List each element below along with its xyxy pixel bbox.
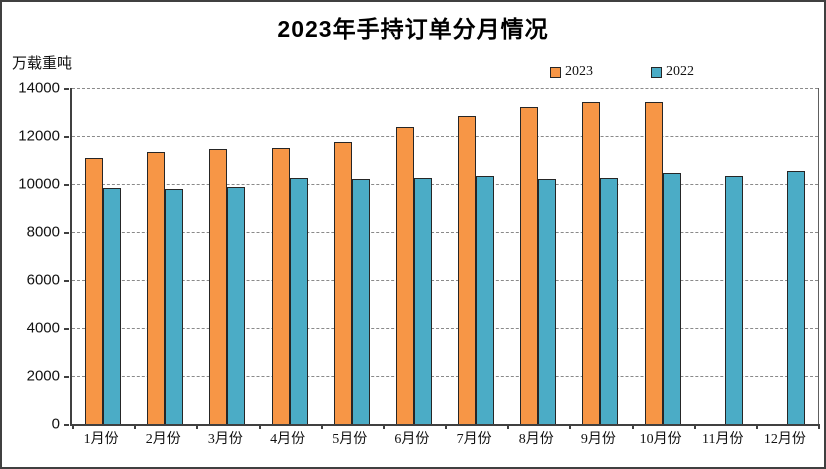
bar-2022-7月份 — [476, 176, 495, 424]
bar-2022-2月份 — [165, 189, 184, 424]
bar-2022-10月份 — [662, 173, 681, 424]
y-tick-mark-6000 — [64, 280, 69, 282]
plot-area — [70, 88, 820, 429]
x-tick-mark-12 — [818, 424, 820, 429]
bar-2023-9月份 — [582, 101, 601, 424]
x-tick-mark-9 — [631, 424, 634, 429]
y-tick-label-6000: 6000 — [26, 271, 60, 289]
legend-label-2023: 2023 — [565, 64, 593, 79]
gridline-6000 — [72, 280, 818, 281]
y-tick-label-10000: 10000 — [18, 175, 60, 193]
legend-swatch-2022 — [651, 66, 662, 78]
y-tick-mark-14000 — [64, 88, 69, 90]
bar-2022-12月份 — [786, 170, 805, 424]
gridline-12000 — [72, 136, 818, 137]
bar-2022-11月份 — [724, 175, 743, 424]
y-tick-mark-0 — [64, 424, 69, 426]
x-tick-label-10: 10月份 — [639, 432, 682, 447]
x-tick-mark-11 — [755, 424, 758, 429]
bar-2022-8月份 — [538, 178, 557, 424]
x-tick-label-8: 8月份 — [518, 432, 554, 447]
bar-2023-2月份 — [147, 151, 166, 424]
x-tick-label-6: 6月份 — [394, 432, 430, 447]
x-tick-mark-8 — [569, 424, 572, 429]
legend-item-2022: 2022 — [651, 64, 694, 80]
x-tick-mark-7 — [507, 424, 510, 429]
gridline-10000 — [72, 184, 818, 185]
y-axis-unit-label: 万载重吨 — [12, 55, 73, 72]
x-tick-mark-6 — [445, 424, 447, 429]
y-tick-mark-10000 — [64, 184, 69, 186]
x-tick-mark-3 — [258, 424, 261, 429]
y-tick-label-2000: 2000 — [26, 367, 60, 385]
bar-2022-3月份 — [227, 186, 246, 424]
legend-swatch-2023 — [550, 66, 561, 78]
bar-2023-3月份 — [209, 149, 228, 424]
legend-item-2023: 2023 — [550, 64, 593, 80]
y-tick-label-14000: 14000 — [18, 79, 60, 97]
bar-2023-7月份 — [458, 116, 477, 424]
bar-2022-6月份 — [413, 178, 432, 424]
x-tick-mark-4 — [320, 424, 323, 429]
gridline-8000 — [72, 232, 818, 233]
bar-2022-9月份 — [600, 177, 619, 424]
x-tick-label-7: 7月份 — [456, 432, 492, 447]
x-tick-label-12: 12月份 — [763, 432, 806, 447]
y-tick-label-4000: 4000 — [26, 319, 60, 337]
y-tick-mark-8000 — [64, 232, 69, 234]
x-tick-label-2: 2月份 — [145, 432, 181, 447]
y-tick-mark-4000 — [64, 328, 69, 330]
y-tick-mark-2000 — [64, 376, 69, 378]
bar-2023-10月份 — [644, 101, 663, 424]
chart-title: 2023年手持订单分月情况 — [277, 16, 549, 42]
gridline-2000 — [72, 376, 818, 377]
x-tick-mark-10 — [693, 424, 696, 429]
bar-2022-4月份 — [289, 178, 308, 424]
x-tick-mark-5 — [382, 424, 385, 429]
bar-2023-4月份 — [271, 147, 290, 424]
bar-2023-1月份 — [85, 157, 104, 424]
x-tick-label-3: 3月份 — [207, 432, 243, 447]
bar-2022-1月份 — [103, 188, 122, 424]
y-tick-label-0: 0 — [51, 415, 60, 433]
bar-2023-5月份 — [333, 141, 352, 424]
x-tick-label-4: 4月份 — [270, 432, 306, 447]
y-tick-label-8000: 8000 — [26, 223, 60, 241]
x-tick-label-11: 11月份 — [702, 432, 744, 447]
bar-2023-8月份 — [520, 107, 539, 424]
y-tick-mark-12000 — [64, 136, 69, 138]
bar-2023-6月份 — [395, 126, 414, 424]
x-tick-mark-1 — [134, 424, 137, 429]
gridline-4000 — [72, 328, 818, 329]
gridline-14000 — [72, 88, 818, 89]
x-tick-mark-0 — [72, 424, 74, 429]
x-tick-label-5: 5月份 — [332, 432, 368, 447]
legend-label-2022: 2022 — [666, 64, 694, 79]
y-tick-label-12000: 12000 — [18, 127, 60, 145]
x-tick-label-9: 9月份 — [580, 432, 616, 447]
x-tick-label-1: 1月份 — [83, 432, 119, 447]
bar-2022-5月份 — [351, 179, 370, 424]
legend: 2023 2022 — [550, 64, 694, 80]
x-tick-mark-2 — [196, 424, 199, 429]
